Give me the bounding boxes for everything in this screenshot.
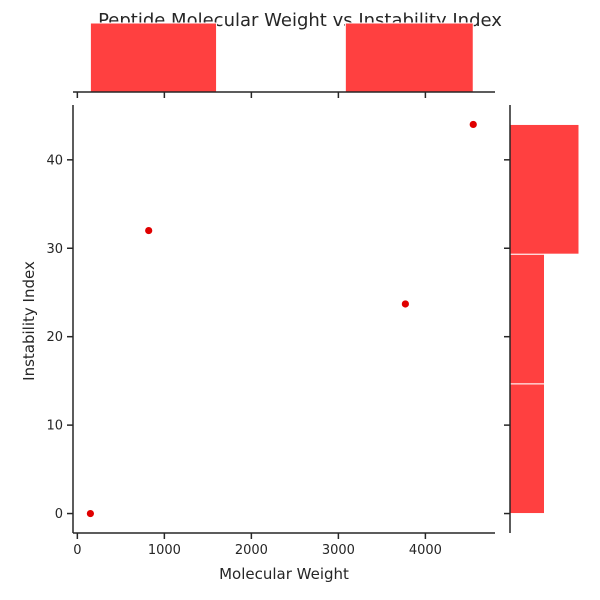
y-tick-label: 0 bbox=[55, 507, 63, 522]
x-histogram-bar bbox=[344, 22, 474, 93]
scatter-point bbox=[468, 120, 478, 129]
marginal-y-histogram bbox=[504, 105, 580, 533]
x-histogram-bar bbox=[89, 22, 218, 93]
y-tick-label: 30 bbox=[46, 242, 63, 257]
y-tick-label: 40 bbox=[46, 153, 63, 168]
scatter-point bbox=[400, 299, 410, 309]
x-tick-label: 0 bbox=[73, 543, 81, 558]
x-tick-label: 3000 bbox=[322, 543, 355, 558]
y-histogram-bar bbox=[509, 123, 580, 255]
y-histogram-bar bbox=[509, 383, 545, 515]
x-tick-label: 4000 bbox=[409, 543, 442, 558]
x-tick-label: 1000 bbox=[148, 543, 181, 558]
marginal-x-histogram bbox=[73, 22, 495, 98]
x-axis-label: Molecular Weight bbox=[219, 565, 349, 583]
scatter-points bbox=[86, 120, 478, 518]
y-histogram-bar bbox=[509, 253, 545, 385]
y-axis-label: Instability Index bbox=[20, 261, 38, 381]
scatter-point bbox=[144, 226, 154, 235]
scatter-axes: 0 1000 2000 3000 4000 0 10 20 30 40 bbox=[46, 105, 495, 558]
x-tick-label: 2000 bbox=[235, 543, 268, 558]
scatter-point bbox=[86, 509, 95, 518]
y-tick-label: 10 bbox=[46, 419, 63, 434]
y-tick-label: 20 bbox=[46, 330, 63, 345]
